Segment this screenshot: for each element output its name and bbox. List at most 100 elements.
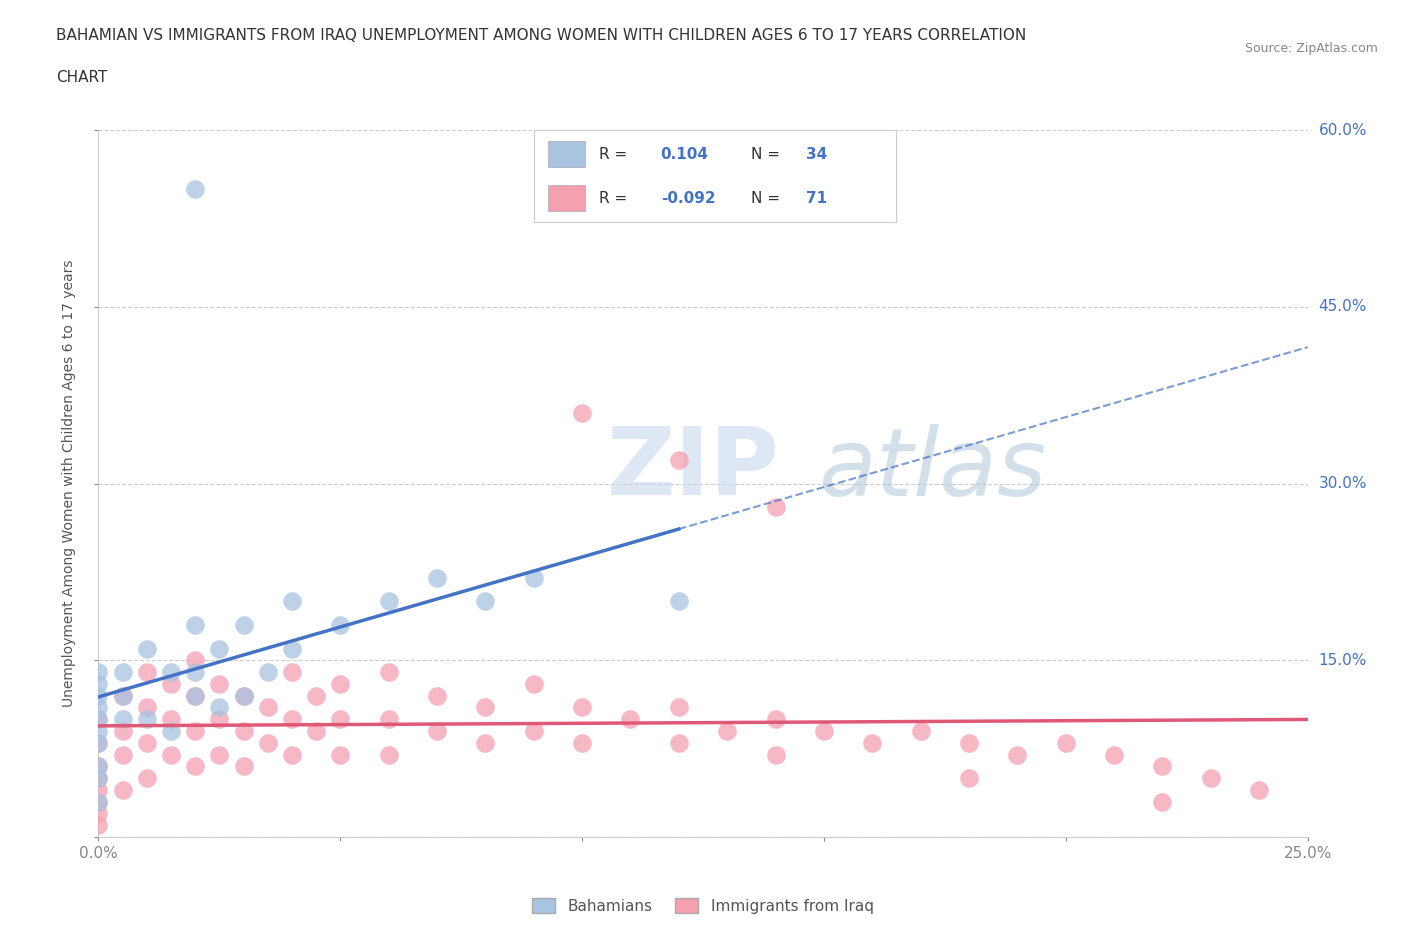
Point — [474, 736, 496, 751]
Text: BAHAMIAN VS IMMIGRANTS FROM IRAQ UNEMPLOYMENT AMONG WOMEN WITH CHILDREN AGES 6 T: BAHAMIAN VS IMMIGRANTS FROM IRAQ UNEMPLO… — [56, 28, 1026, 43]
Point — [474, 594, 496, 609]
Point — [377, 711, 399, 726]
Point — [716, 724, 738, 738]
Point — [668, 594, 690, 609]
Point — [571, 700, 593, 715]
Point — [281, 747, 304, 762]
Point — [184, 688, 207, 703]
Point — [87, 771, 110, 786]
Point — [1199, 771, 1222, 786]
Point — [135, 771, 157, 786]
Point — [111, 724, 134, 738]
Point — [281, 665, 304, 680]
Point — [208, 700, 231, 715]
Point — [232, 688, 254, 703]
Y-axis label: Unemployment Among Women with Children Ages 6 to 17 years: Unemployment Among Women with Children A… — [62, 259, 76, 708]
Point — [87, 688, 110, 703]
Point — [184, 724, 207, 738]
Text: 45.0%: 45.0% — [1319, 299, 1367, 314]
Point — [329, 711, 352, 726]
Point — [87, 771, 110, 786]
Point — [426, 570, 449, 585]
Point — [184, 688, 207, 703]
Point — [87, 711, 110, 726]
Point — [765, 499, 787, 514]
Point — [668, 700, 690, 715]
Point — [135, 641, 157, 656]
Point — [87, 724, 110, 738]
Point — [232, 759, 254, 774]
Text: 15.0%: 15.0% — [1319, 653, 1367, 668]
Legend: Bahamians, Immigrants from Iraq: Bahamians, Immigrants from Iraq — [524, 890, 882, 922]
Point — [377, 594, 399, 609]
Point — [668, 736, 690, 751]
Point — [87, 794, 110, 809]
Point — [208, 676, 231, 691]
Point — [184, 618, 207, 632]
Point — [256, 665, 278, 680]
Point — [957, 736, 980, 751]
Point — [87, 806, 110, 821]
Point — [160, 724, 183, 738]
Point — [860, 736, 883, 751]
Point — [135, 711, 157, 726]
Point — [426, 724, 449, 738]
Point — [160, 747, 183, 762]
Point — [426, 688, 449, 703]
Text: Source: ZipAtlas.com: Source: ZipAtlas.com — [1244, 42, 1378, 55]
Text: ZIP: ZIP — [606, 423, 779, 515]
Point — [256, 700, 278, 715]
Text: atlas: atlas — [818, 424, 1046, 515]
Point — [184, 665, 207, 680]
Point — [111, 688, 134, 703]
Point — [765, 711, 787, 726]
Point — [208, 711, 231, 726]
Point — [910, 724, 932, 738]
Point — [281, 594, 304, 609]
Point — [329, 747, 352, 762]
Point — [1152, 759, 1174, 774]
Point — [256, 736, 278, 751]
Point — [184, 653, 207, 668]
Point — [305, 688, 328, 703]
Point — [571, 405, 593, 420]
Point — [523, 676, 546, 691]
Point — [232, 688, 254, 703]
Point — [1007, 747, 1029, 762]
Point — [571, 736, 593, 751]
Text: 60.0%: 60.0% — [1319, 123, 1367, 138]
Text: 30.0%: 30.0% — [1319, 476, 1367, 491]
Point — [1152, 794, 1174, 809]
Point — [87, 794, 110, 809]
Point — [305, 724, 328, 738]
Point — [523, 724, 546, 738]
Point — [208, 747, 231, 762]
Point — [87, 700, 110, 715]
Point — [208, 641, 231, 656]
Point — [1054, 736, 1077, 751]
Point — [377, 747, 399, 762]
Point — [111, 665, 134, 680]
Point — [281, 711, 304, 726]
Point — [184, 759, 207, 774]
Point — [87, 711, 110, 726]
Point — [957, 771, 980, 786]
Point — [523, 570, 546, 585]
Point — [87, 736, 110, 751]
Point — [111, 782, 134, 797]
Point — [329, 618, 352, 632]
Point — [160, 676, 183, 691]
Point — [281, 641, 304, 656]
Point — [87, 736, 110, 751]
Point — [111, 711, 134, 726]
Point — [87, 665, 110, 680]
Point — [135, 665, 157, 680]
Point — [765, 747, 787, 762]
Point — [377, 665, 399, 680]
Point — [87, 817, 110, 832]
Point — [329, 676, 352, 691]
Point — [135, 736, 157, 751]
Point — [160, 665, 183, 680]
Point — [619, 711, 641, 726]
Point — [232, 724, 254, 738]
